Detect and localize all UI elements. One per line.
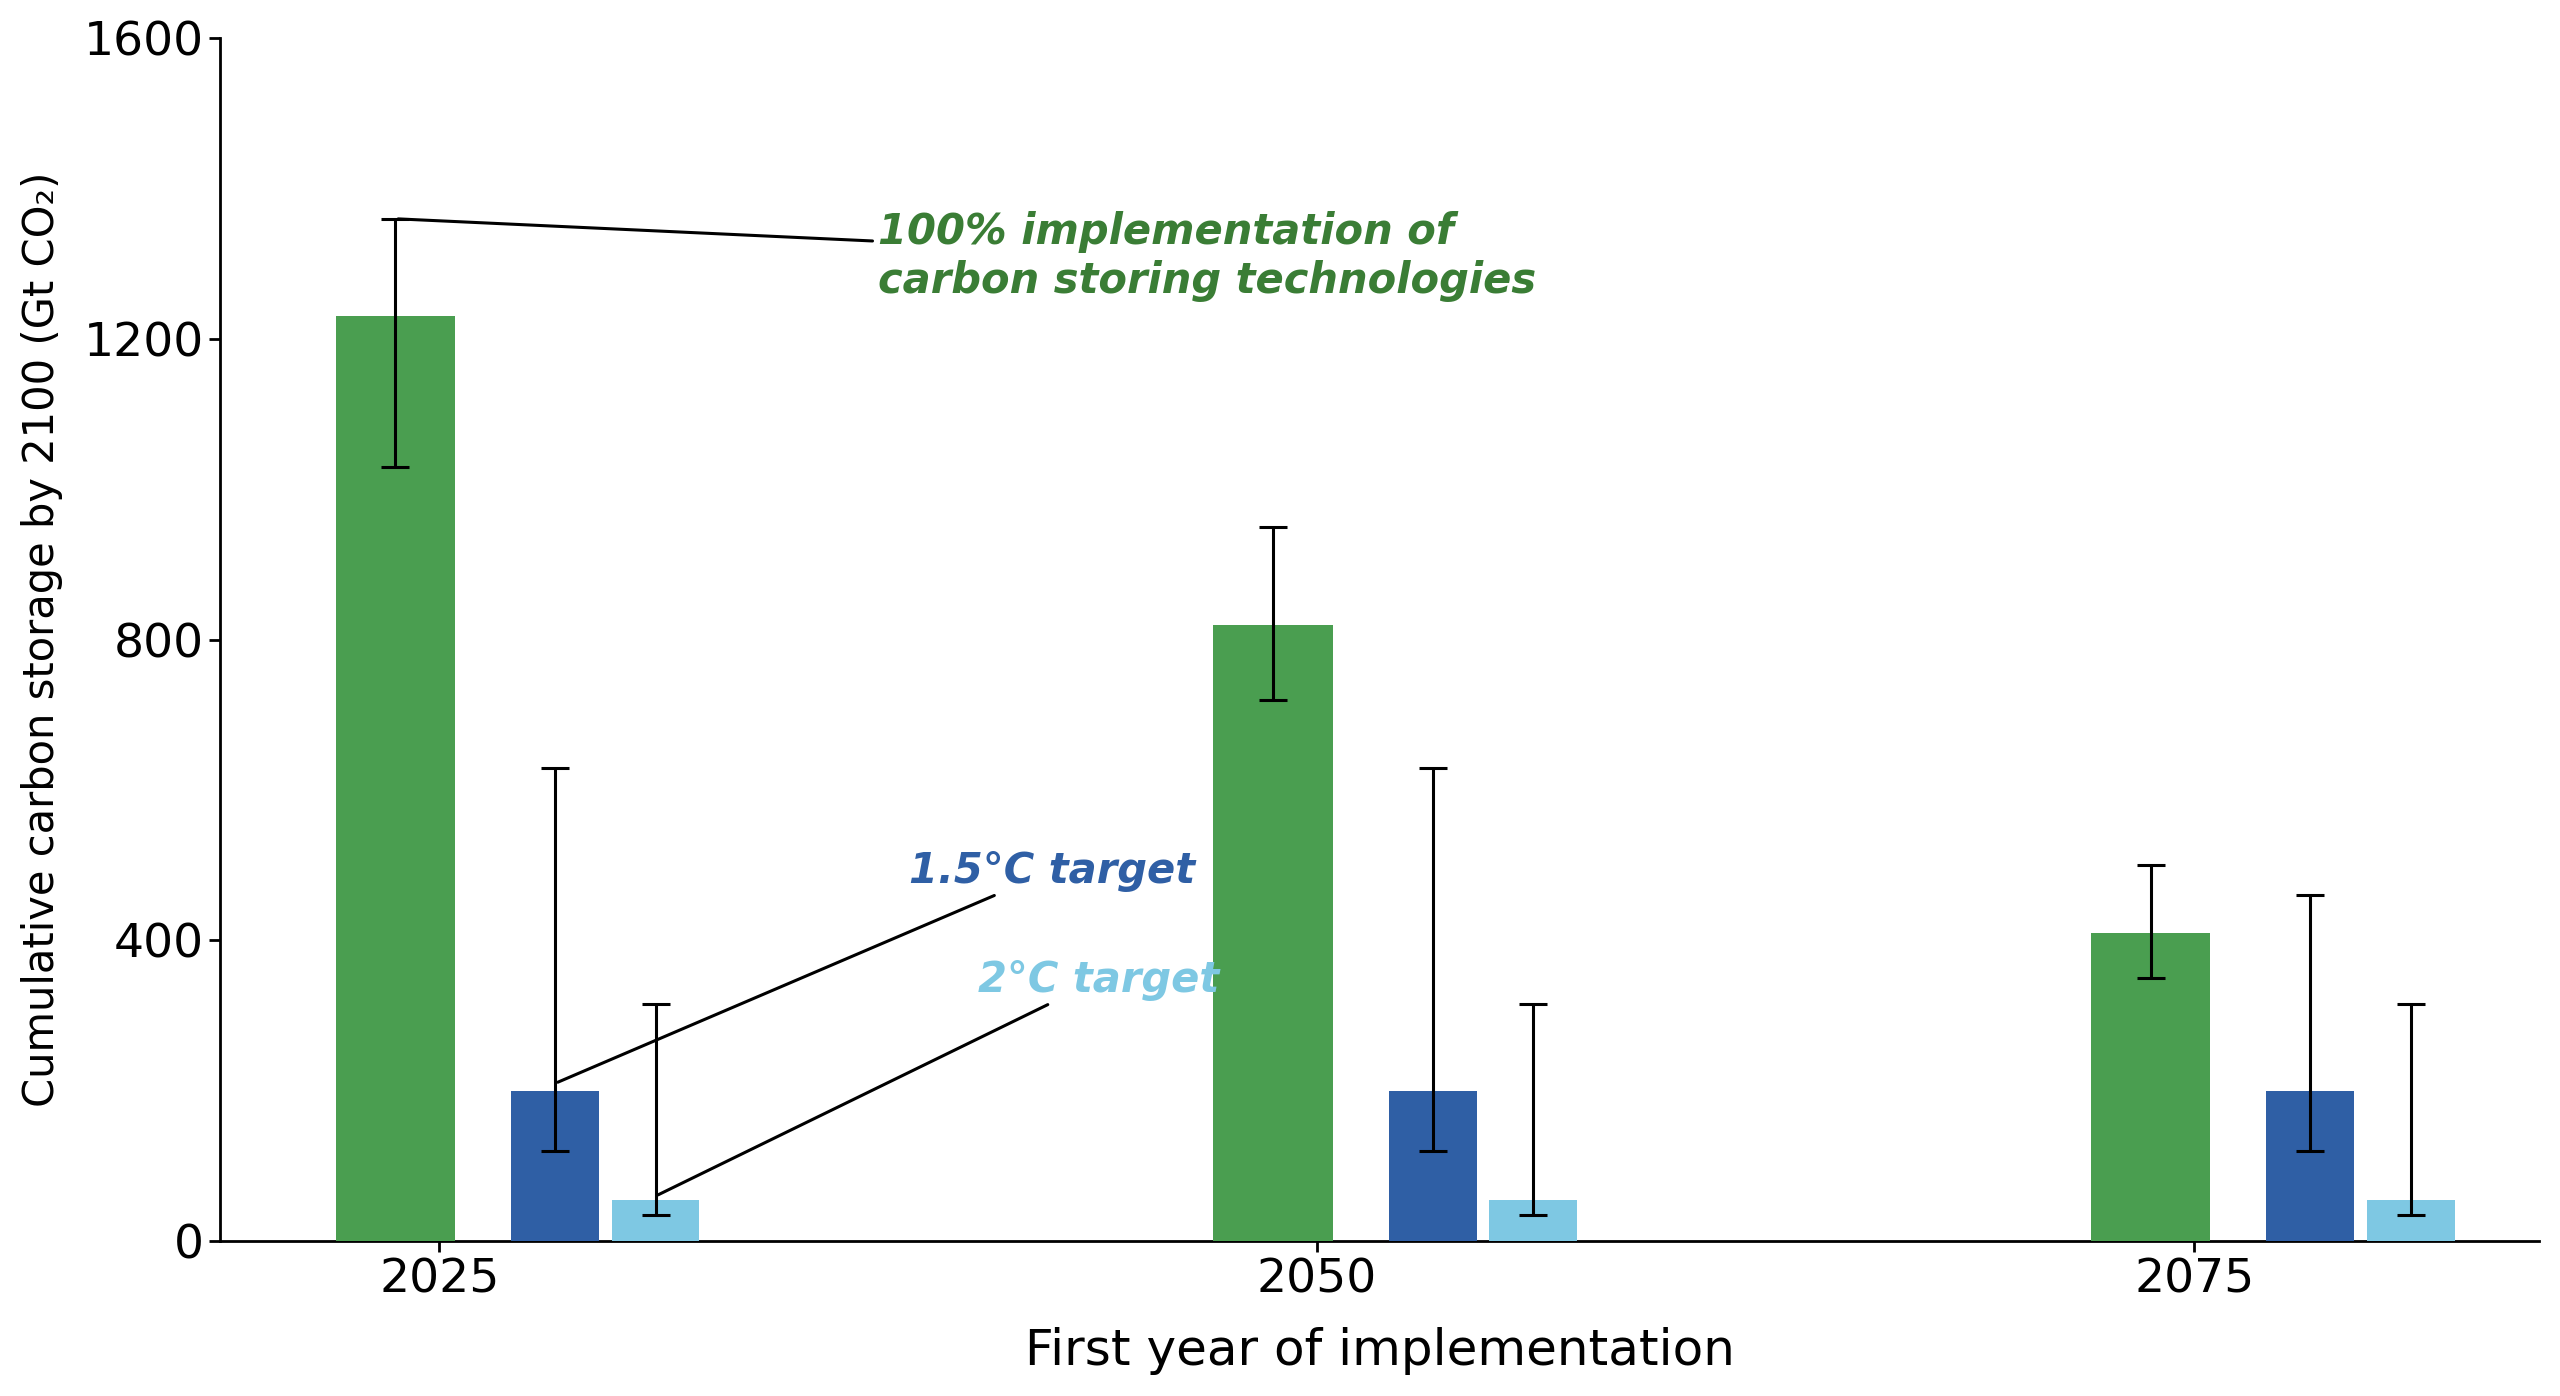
Bar (1390, 1090, 1477, 1241)
Bar (2266, 1090, 2355, 1241)
Bar (1213, 625, 1334, 1241)
Text: 1.5°C target: 1.5°C target (558, 850, 1196, 1082)
Bar (335, 317, 456, 1241)
Bar (512, 1090, 599, 1241)
Bar (612, 1199, 699, 1241)
X-axis label: First year of implementation: First year of implementation (1024, 1328, 1736, 1375)
Bar (2092, 933, 2209, 1241)
Text: 100% implementation of
carbon storing technologies: 100% implementation of carbon storing te… (399, 211, 1536, 302)
Y-axis label: Cumulative carbon storage by 2100 (Gt CO₂): Cumulative carbon storage by 2100 (Gt CO… (20, 172, 64, 1107)
Bar (1490, 1199, 1577, 1241)
Bar (2368, 1199, 2455, 1241)
Text: 2°C target: 2°C target (658, 959, 1219, 1195)
